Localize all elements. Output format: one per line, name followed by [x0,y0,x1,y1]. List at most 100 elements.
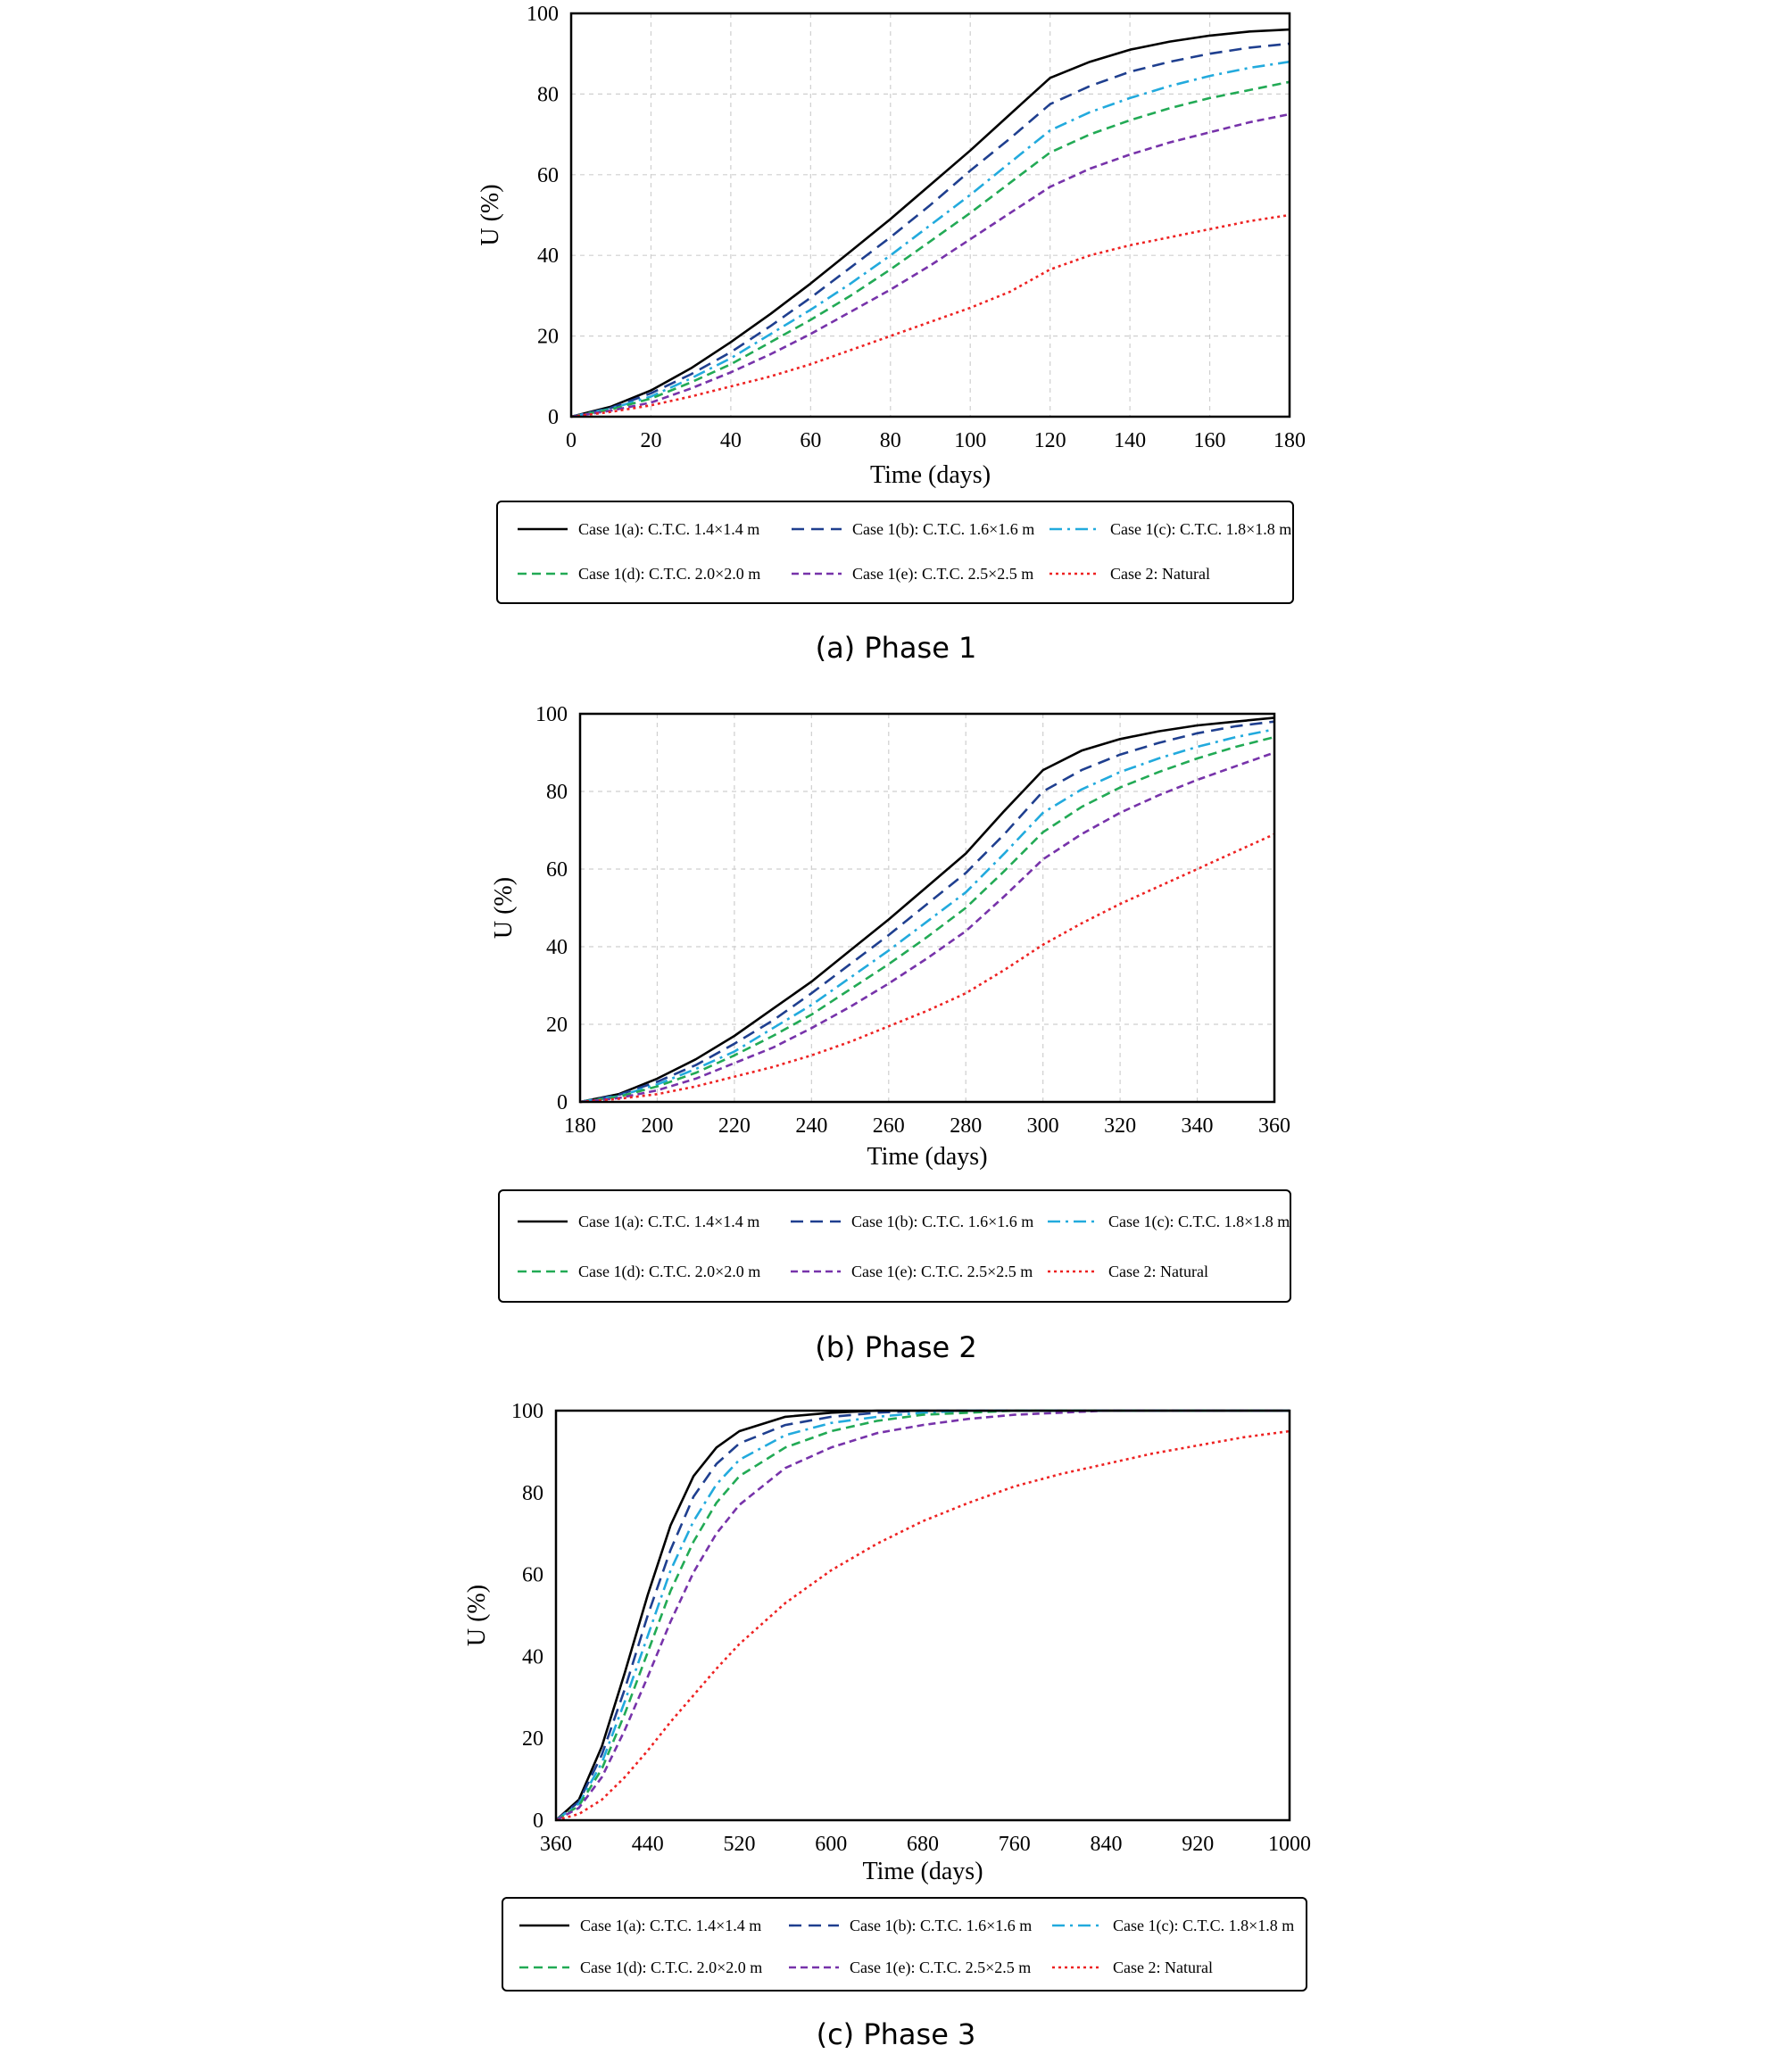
chart-phase-1: 0 20 40 60 80 100 120 140 160 180 0 20 40 60 80 100 Time… [477,3,1306,665]
chart-phase-2: 180 200 220 240 260 280 300 320 340 360 0 20 40 60 80 1… [490,703,1291,1364]
x-tick-label: 680 [907,1833,939,1856]
x-tick-label: 1000 [1268,1833,1311,1856]
y-tick-label: 60 [537,164,559,187]
legend-label-3: Case 1(c): C.T.C. 1.8×1.8 m [1108,1213,1290,1231]
x-tick-label: 280 [950,1114,982,1138]
x-tick-label: 340 [1182,1114,1214,1138]
series-line-3 [570,60,1290,418]
series-line-2 [579,720,1275,1104]
x-tick-label: 320 [1104,1114,1136,1138]
legend-label-5: Case 1(e): C.T.C. 2.5×2.5 m [850,1958,1031,1977]
plot-frame [578,712,1276,1104]
x-tick-label: 120 [1034,429,1066,452]
series-line-4 [570,80,1290,418]
legend: Case 1(a): C.T.C. 1.4×1.4 m Case 1(b): C.… [498,1189,1291,1303]
x-tick-label: 300 [1027,1114,1059,1138]
legend-label-2: Case 1(b): C.T.C. 1.6×1.6 m [851,1213,1033,1231]
x-tick-label: 520 [724,1833,756,1856]
series-line-5 [579,751,1275,1104]
legend-label-2: Case 1(b): C.T.C. 1.6×1.6 m [852,520,1034,539]
series-line-3 [555,1409,1290,1822]
y-tick-label: 0 [533,1809,543,1833]
x-tick-label: 840 [1091,1833,1123,1856]
x-axis-title: Time (days) [862,1858,983,1885]
figure-caption: (a) Phase 1 [816,631,977,665]
y-axis-title: U (%) [463,1585,491,1646]
series-line-5 [570,112,1290,418]
x-tick-label: 260 [873,1114,905,1138]
legend-label-5: Case 1(e): C.T.C. 2.5×2.5 m [851,1263,1033,1281]
legend-label-1: Case 1(a): C.T.C. 1.4×1.4 m [580,1917,761,1935]
series-line-4 [579,735,1275,1104]
plot-area [556,1411,1290,1820]
y-tick-label: 80 [537,83,559,106]
y-tick-label: 0 [548,406,559,429]
y-tick-label: 60 [546,858,568,882]
y-tick-label: 80 [522,1482,543,1505]
legend-box [498,1189,1291,1303]
series-line-3 [579,728,1275,1104]
x-tick-label: 60 [800,429,821,452]
y-tick-label: 100 [511,1400,543,1423]
y-tick-label: 60 [522,1564,543,1587]
x-tick-label: 200 [641,1114,673,1138]
legend-label-6: Case 2: Natural [1108,1263,1208,1280]
x-tick-label: 0 [566,429,577,452]
y-tick-label: 20 [546,1014,568,1037]
legend-label-1: Case 1(a): C.T.C. 1.4×1.4 m [578,520,759,539]
x-tick-label: 40 [720,429,742,452]
y-tick-label: 40 [522,1645,543,1669]
plot-area [571,13,1290,417]
y-tick-label: 20 [537,326,559,349]
figure-caption: (b) Phase 2 [815,1330,977,1364]
x-tick-label: 240 [795,1114,827,1138]
legend-label-4: Case 1(d): C.T.C. 2.0×2.0 m [578,1263,760,1281]
x-tick-label: 220 [718,1114,751,1138]
x-tick-label: 180 [1273,429,1306,452]
y-tick-label: 0 [557,1091,568,1114]
series-line-6 [555,1429,1290,1822]
x-tick-label: 440 [632,1833,664,1856]
x-tick-label: 80 [880,429,901,452]
legend-label-4: Case 1(d): C.T.C. 2.0×2.0 m [578,565,760,584]
series-line-2 [570,42,1290,418]
x-tick-label: 360 [540,1833,572,1856]
legend-label-2: Case 1(b): C.T.C. 1.6×1.6 m [850,1917,1032,1935]
x-tick-label: 920 [1182,1833,1214,1856]
legend-label-6: Case 2: Natural [1113,1958,1213,1976]
legend-label-5: Case 1(e): C.T.C. 2.5×2.5 m [852,565,1033,584]
legend-label-3: Case 1(c): C.T.C. 1.8×1.8 m [1113,1917,1294,1935]
x-tick-label: 360 [1258,1114,1290,1138]
y-axis-title: U (%) [477,184,504,245]
legend-label-6: Case 2: Natural [1110,565,1210,583]
x-tick-label: 140 [1114,429,1146,452]
y-tick-label: 80 [546,781,568,804]
x-axis-title: Time (days) [870,461,991,489]
y-tick-label: 100 [535,703,568,726]
series-line-1 [570,28,1290,418]
x-tick-label: 180 [564,1114,596,1138]
chart-phase-3: 360 440 520 600 680 760 840 920 1000 0 20 40 60 80 100… [463,1400,1311,2051]
legend-box [496,501,1294,604]
legend-label-4: Case 1(d): C.T.C. 2.0×2.0 m [580,1958,762,1977]
legend-label-1: Case 1(a): C.T.C. 1.4×1.4 m [578,1213,759,1231]
y-tick-label: 40 [537,244,559,268]
x-tick-label: 100 [954,429,986,452]
x-tick-label: 160 [1194,429,1226,452]
x-tick-label: 20 [640,429,661,452]
legend: Case 1(a): C.T.C. 1.4×1.4 m Case 1(b): C.… [502,1897,1307,1992]
plot-frame [554,1409,1291,1822]
y-tick-label: 40 [546,936,568,959]
legend-label-3: Case 1(c): C.T.C. 1.8×1.8 m [1110,520,1291,539]
y-axis-title: U (%) [490,877,518,939]
plot-area [580,714,1274,1102]
y-tick-label: 100 [527,3,559,26]
plot-frame [569,12,1291,418]
y-tick-label: 20 [522,1727,543,1751]
figure-caption: (c) Phase 3 [817,2017,976,2051]
x-tick-label: 600 [815,1833,847,1856]
legend-box [502,1897,1307,1992]
legend: Case 1(a): C.T.C. 1.4×1.4 m Case 1(b): C.… [496,501,1294,604]
x-tick-label: 760 [999,1833,1031,1856]
